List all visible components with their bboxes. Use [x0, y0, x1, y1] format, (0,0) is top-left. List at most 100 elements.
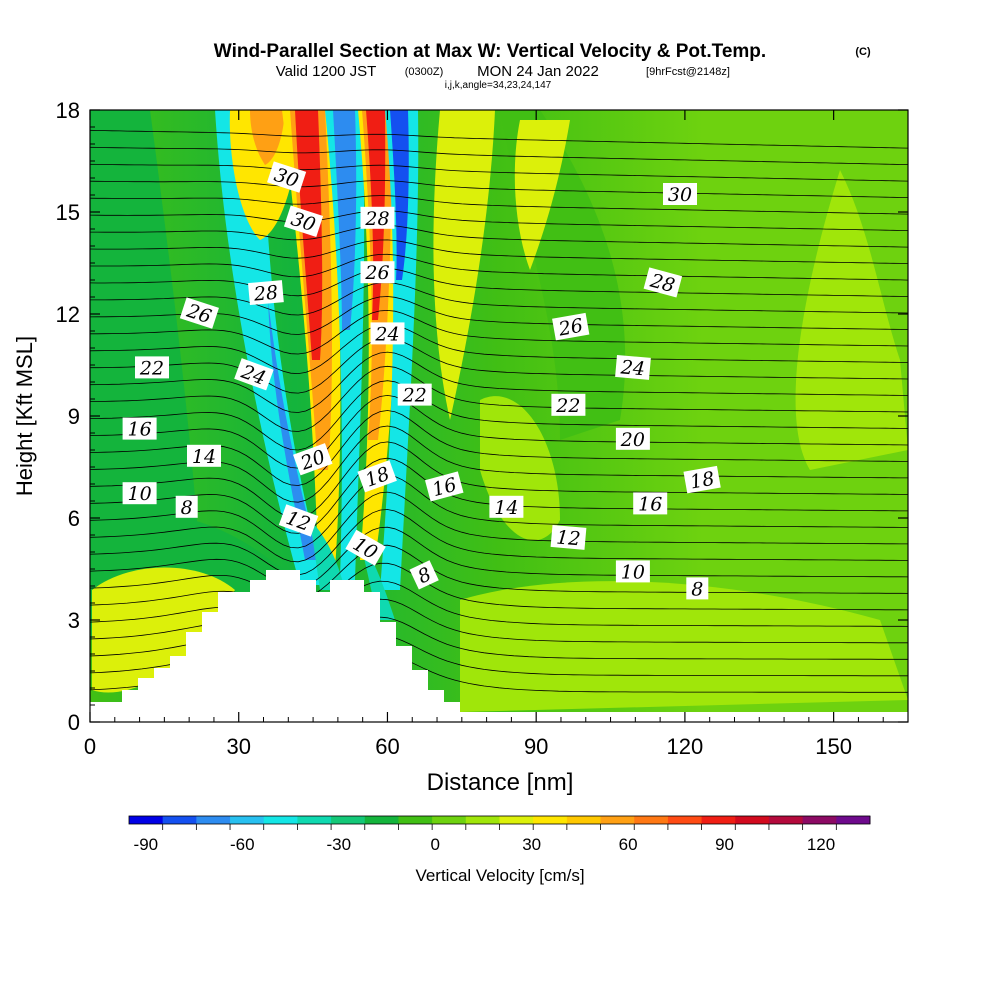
- theta-label-text: 26: [364, 262, 389, 284]
- theta-label: 20: [615, 427, 650, 451]
- colorbar-tick-label: -90: [134, 835, 159, 854]
- isentrope-line: [90, 474, 908, 549]
- theta-label-text: 28: [252, 282, 279, 306]
- theta-label: 8: [175, 495, 198, 519]
- theta-label-box: [409, 560, 439, 590]
- subtitle-utc: (0300Z): [405, 66, 444, 78]
- theta-label-text: 12: [555, 526, 581, 550]
- y-axis-label: Height [Kft MSL]: [12, 336, 37, 496]
- theta-label-box: [267, 161, 307, 193]
- theta-label-box: [489, 495, 524, 518]
- theta-label-text: 18: [688, 468, 716, 494]
- title-copyright-mark: (C): [855, 46, 871, 58]
- isentrope-line: [90, 491, 908, 563]
- colorbar-tick-label: 120: [807, 835, 835, 854]
- subtitle-date: MON 24 Jan 2022: [477, 63, 599, 80]
- colorbar-tick-label: -30: [326, 835, 351, 854]
- colorbar-swatch: [566, 816, 602, 824]
- theta-label-text: 22: [555, 395, 580, 417]
- theta-label-text: 10: [128, 483, 152, 505]
- x-tick-label: 60: [375, 734, 399, 759]
- colorbar-swatch: [465, 816, 500, 824]
- isentrope-line: [90, 526, 908, 589]
- theta-label-text: 14: [494, 497, 518, 519]
- y-tick-label: 15: [56, 200, 80, 225]
- theta-label-box: [345, 529, 386, 566]
- downdraft-band-east-blue: [390, 110, 409, 280]
- theta-label-box: [278, 504, 319, 537]
- theta-label-box: [122, 417, 157, 440]
- colorbar-swatch: [499, 816, 534, 824]
- chart-title: Wind-Parallel Section at Max W: Vertical…: [214, 41, 766, 62]
- subtitle-forecast: [9hrFcst@2148z]: [646, 66, 730, 78]
- y-tick-label: 6: [68, 506, 80, 531]
- theta-label-box: [360, 206, 395, 229]
- theta-label-box: [615, 427, 650, 450]
- theta-label: 18: [357, 460, 397, 493]
- colorbar-swatch: [735, 816, 770, 824]
- velocity-region-weak-up-sw: [92, 567, 235, 693]
- theta-label: 24: [615, 354, 651, 380]
- isentrope-line: [90, 253, 908, 281]
- theta-label: 8: [686, 577, 709, 600]
- isentrope-line: [90, 239, 908, 264]
- colorbar-swatch: [533, 816, 568, 824]
- colorbar-tick-label: 30: [522, 835, 541, 854]
- theta-label: 18: [683, 465, 721, 494]
- isentrope-line: [90, 323, 908, 375]
- theta-label-box: [179, 297, 219, 329]
- isentrope-line: [90, 410, 908, 486]
- y-tick-label: 0: [68, 710, 80, 735]
- theta-label: 22: [135, 356, 169, 379]
- theta-label-box: [550, 524, 587, 550]
- y-axis: 0 3 6 9 12 15 18: [56, 98, 908, 735]
- isentrope-line: [90, 425, 908, 503]
- theta-label-text: 30: [668, 184, 692, 206]
- colorbar-swatch: [263, 816, 298, 824]
- theta-label-box: [633, 492, 668, 515]
- theta-label-text: 24: [619, 356, 646, 380]
- theta-label: 10: [615, 560, 650, 583]
- x-tick-label: 30: [226, 734, 250, 759]
- theta-label: 26: [360, 261, 395, 284]
- colorbar-swatch: [196, 816, 231, 824]
- colorbar-swatch: [364, 816, 399, 824]
- theta-label-text: 8: [181, 497, 193, 519]
- theta-label: 16: [633, 492, 668, 515]
- theta-label: 22: [397, 383, 432, 407]
- isentrope-line: [90, 441, 908, 519]
- x-tick-label: 90: [524, 734, 548, 759]
- colorbar: -90 -60 -30 0 30 60 90 120: [128, 815, 871, 854]
- isentrope-line: [90, 509, 908, 576]
- theta-label-box: [615, 560, 650, 583]
- y-tick-label: 3: [68, 608, 80, 633]
- theta-label-box: [175, 495, 198, 518]
- colorbar-tick-label: 0: [430, 835, 439, 854]
- isentrope-line: [90, 282, 908, 316]
- theta-label-box: [551, 393, 586, 416]
- isentrope-line: [90, 394, 908, 469]
- theta-label-box: [187, 444, 221, 467]
- theta-label-text: 22: [139, 357, 164, 379]
- colorbar-tick-label: 90: [715, 835, 734, 854]
- x-tick-label: 0: [84, 734, 96, 759]
- theta-label: 22: [551, 393, 586, 417]
- isentrope-line: [90, 365, 908, 432]
- colorbar-swatch: [768, 816, 804, 824]
- colorbar-swatch: [667, 816, 703, 824]
- isentrope-line: [90, 146, 908, 165]
- isentrope-line: [90, 268, 908, 297]
- theta-label-box: [683, 465, 721, 494]
- theta-label: 28: [360, 206, 395, 230]
- theta-label-box: [122, 482, 157, 505]
- isentrope-line: [90, 296, 908, 335]
- colorbar-swatch: [129, 816, 164, 824]
- velocity-region-light-low: [460, 581, 908, 712]
- theta-label-box: [234, 358, 274, 391]
- theta-label-box: [552, 312, 590, 341]
- subtitle-valid: Valid 1200 JST: [276, 63, 377, 80]
- x-axis: 0 30 60 90 120 150: [84, 110, 884, 759]
- theta-label-text: 16: [128, 419, 152, 441]
- colorbar-swatch: [802, 816, 837, 824]
